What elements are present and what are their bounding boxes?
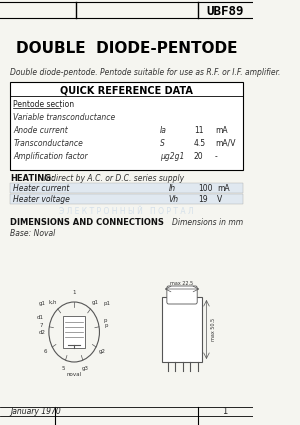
Text: 1: 1 [72, 291, 76, 295]
Bar [162, 297, 202, 362]
Bar [63, 316, 85, 348]
Text: January 1970: January 1970 [10, 408, 61, 416]
Text: g2: g2 [99, 349, 106, 354]
Text: UBF89: UBF89 [206, 5, 244, 17]
Text: mA: mA [215, 126, 227, 135]
Text: µg2g1: µg2g1 [160, 152, 184, 161]
Text: Anode current: Anode current [14, 126, 68, 135]
Text: g1: g1 [39, 301, 46, 306]
Text: 100: 100 [198, 184, 212, 193]
Text: Variable transconductance: Variable transconductance [14, 113, 116, 122]
Text: noval: noval [67, 372, 82, 377]
FancyBboxPatch shape [10, 194, 243, 204]
Text: -: - [215, 152, 218, 161]
Bar [10, 82, 243, 170]
Text: p: p [105, 323, 108, 328]
Text: Pentode section: Pentode section [14, 100, 75, 109]
Text: k,h: k,h [49, 300, 57, 305]
Text: p1: p1 [104, 301, 111, 306]
Text: 11: 11 [194, 126, 203, 135]
Text: d1: d1 [37, 315, 44, 320]
Text: Indirect by A.C. or D.C. series supply: Indirect by A.C. or D.C. series supply [44, 173, 184, 182]
Text: QUICK REFERENCE DATA: QUICK REFERENCE DATA [60, 85, 193, 95]
Text: 1: 1 [222, 408, 228, 416]
Text: V: V [218, 195, 223, 204]
Text: 4.5: 4.5 [194, 139, 206, 148]
Text: g3: g3 [82, 366, 89, 371]
FancyBboxPatch shape [10, 183, 243, 193]
Text: S: S [160, 139, 165, 148]
Text: d2: d2 [39, 330, 46, 335]
Text: DOUBLE  DIODE-PENTODE: DOUBLE DIODE-PENTODE [16, 40, 237, 56]
Text: 6: 6 [44, 349, 47, 354]
Text: Dimensions in mm: Dimensions in mm [172, 218, 243, 227]
Text: Э Л Е К Т Р О Н Н Ы Й   П О Р Т А Л: Э Л Е К Т Р О Н Н Ы Й П О Р Т А Л [59, 207, 194, 215]
Text: p: p [104, 318, 107, 323]
Text: 20: 20 [194, 152, 203, 161]
Text: Heater voltage: Heater voltage [14, 195, 70, 204]
FancyBboxPatch shape [167, 286, 197, 304]
Text: Ih: Ih [169, 184, 176, 193]
Text: mA: mA [218, 184, 230, 193]
Text: Amplification factor: Amplification factor [14, 152, 88, 161]
Text: Transconductance: Transconductance [14, 139, 83, 148]
Text: Heater current: Heater current [14, 184, 70, 193]
Text: 5: 5 [61, 366, 65, 371]
Text: g1: g1 [92, 300, 99, 305]
Text: Base: Noval: Base: Noval [10, 229, 56, 238]
Text: mA/V: mA/V [215, 139, 236, 148]
Text: Double diode-pentode. Pentode suitable for use as R.F. or I.F. amplifier.: Double diode-pentode. Pentode suitable f… [10, 68, 280, 76]
Text: max 50.5: max 50.5 [211, 318, 216, 341]
Text: HEATING:: HEATING: [10, 173, 55, 182]
Text: 7: 7 [40, 323, 44, 328]
Text: max 22.5: max 22.5 [170, 281, 194, 286]
Text: Vh: Vh [169, 195, 179, 204]
Text: 19: 19 [198, 195, 208, 204]
Text: Ia: Ia [160, 126, 167, 135]
Text: DIMENSIONS AND CONNECTIONS: DIMENSIONS AND CONNECTIONS [10, 218, 164, 227]
